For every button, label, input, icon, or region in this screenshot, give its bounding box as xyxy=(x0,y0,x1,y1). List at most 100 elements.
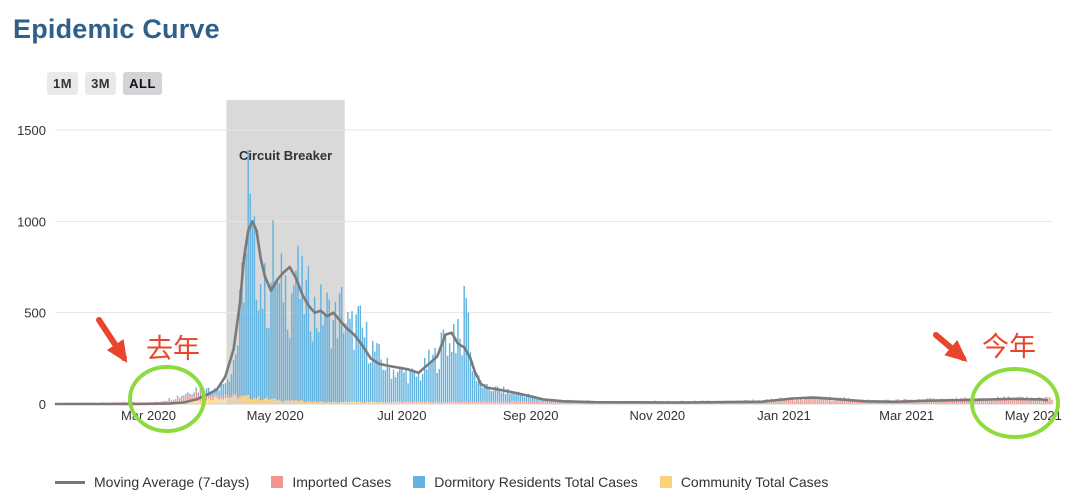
dormitory-bar xyxy=(230,374,233,396)
legend-label: Community Total Cases xyxy=(680,474,829,490)
imported-bar xyxy=(542,401,544,404)
imported-bar xyxy=(313,400,316,402)
community-bar xyxy=(392,402,395,404)
imported-bar xyxy=(160,401,162,403)
community-bar xyxy=(405,402,407,404)
community-bar xyxy=(207,398,210,404)
imported-bar xyxy=(982,398,985,404)
community-bar xyxy=(473,403,476,404)
imported-bar xyxy=(224,394,227,399)
community-bar xyxy=(509,403,511,404)
dormitory-bar xyxy=(527,393,530,402)
imported-bar xyxy=(561,401,563,404)
imported-bar xyxy=(120,402,123,403)
imported-bar xyxy=(833,401,835,404)
community-bar xyxy=(450,402,453,404)
community-bar xyxy=(295,399,297,404)
dormitory-bar xyxy=(473,370,476,402)
dormitory-bar xyxy=(361,327,364,403)
band-label: Circuit Breaker xyxy=(239,148,332,163)
imported-bar xyxy=(245,395,247,396)
dormitory-bar xyxy=(295,270,297,400)
dormitory-bar xyxy=(299,299,301,401)
dormitory-bar xyxy=(401,367,403,403)
community-bar xyxy=(259,400,262,404)
community-bar xyxy=(369,402,372,404)
community-bar xyxy=(222,399,224,404)
community-bar xyxy=(477,402,480,404)
range-selector: 1M 3M ALL xyxy=(47,72,162,95)
dormitory-bar xyxy=(440,332,443,403)
dormitory-bar xyxy=(220,383,222,397)
imported-bar xyxy=(814,397,816,404)
dormitory-bar xyxy=(318,332,320,402)
community-bar xyxy=(286,400,289,404)
x-tick-label: Nov 2020 xyxy=(630,408,686,423)
dormitory-bar xyxy=(448,343,451,402)
imported-bar xyxy=(324,402,326,403)
dormitory-bar xyxy=(207,387,210,393)
range-3m-button[interactable]: 3M xyxy=(85,72,117,95)
community-bar xyxy=(442,402,445,404)
imported-bar xyxy=(444,401,447,404)
dormitory-bar xyxy=(183,395,185,397)
imported-bar xyxy=(845,398,848,404)
legend-community[interactable]: Community Total Cases xyxy=(659,474,829,490)
imported-bar xyxy=(442,401,445,403)
imported-bar xyxy=(517,401,519,404)
dormitory-bar xyxy=(490,391,492,403)
dormitory-bar xyxy=(430,362,432,403)
epidemic-curve-chart[interactable]: Circuit Breaker 0 500 1000 1500 Mar 2020 May 2… xyxy=(0,0,1080,470)
dormitory-bar xyxy=(426,369,428,402)
dormitory-bar xyxy=(270,282,272,399)
dormitory-bar xyxy=(297,245,299,402)
imported-bar xyxy=(546,401,548,404)
imported-bar xyxy=(559,401,561,404)
community-bar xyxy=(396,402,399,404)
community-bar xyxy=(419,402,422,404)
legend-dormitory[interactable]: Dormitory Residents Total Cases xyxy=(413,474,638,490)
imported-bar xyxy=(980,398,983,404)
imported-bar xyxy=(527,401,530,404)
imported-bar xyxy=(957,401,960,404)
dormitory-bar xyxy=(243,302,245,396)
imported-bar xyxy=(1032,400,1035,404)
dormitory-bar xyxy=(187,392,189,395)
dormitory-bar xyxy=(185,393,187,396)
last-year-label: 去年 xyxy=(146,334,200,365)
imported-bar xyxy=(1020,397,1022,404)
dormitory-bar xyxy=(480,380,482,402)
community-bar xyxy=(496,403,499,404)
imported-bar xyxy=(860,401,862,404)
dormitory-bar xyxy=(176,395,179,397)
legend-moving-average[interactable]: Moving Average (7-days) xyxy=(55,474,249,490)
community-bar xyxy=(527,403,530,404)
imported-bar xyxy=(133,401,135,403)
community-bar xyxy=(521,403,524,404)
range-1m-button[interactable]: 1M xyxy=(47,72,79,95)
legend-imported[interactable]: Imported Cases xyxy=(271,474,391,490)
dormitory-bar xyxy=(332,320,335,402)
imported-bar xyxy=(974,398,976,404)
imported-bar xyxy=(550,401,553,404)
imported-bar xyxy=(922,400,924,404)
imported-bar xyxy=(293,400,295,402)
dormitory-bar xyxy=(357,306,359,403)
community-bar xyxy=(438,402,440,404)
dormitory-bar xyxy=(396,371,399,402)
imported-bar xyxy=(145,402,148,403)
community-bar xyxy=(382,402,384,404)
imported-bar xyxy=(480,401,482,403)
imported-bar xyxy=(488,400,490,404)
imported-bar xyxy=(428,401,430,403)
community-bar xyxy=(386,402,389,404)
range-all-button[interactable]: ALL xyxy=(123,72,162,95)
community-bar xyxy=(336,402,339,404)
community-bar xyxy=(328,401,330,404)
imported-bar xyxy=(812,396,814,404)
imported-bar xyxy=(176,396,179,403)
imported-bar xyxy=(839,398,841,404)
imported-bar xyxy=(993,400,995,404)
community-bar xyxy=(436,402,438,404)
moving-average-swatch xyxy=(55,480,85,484)
